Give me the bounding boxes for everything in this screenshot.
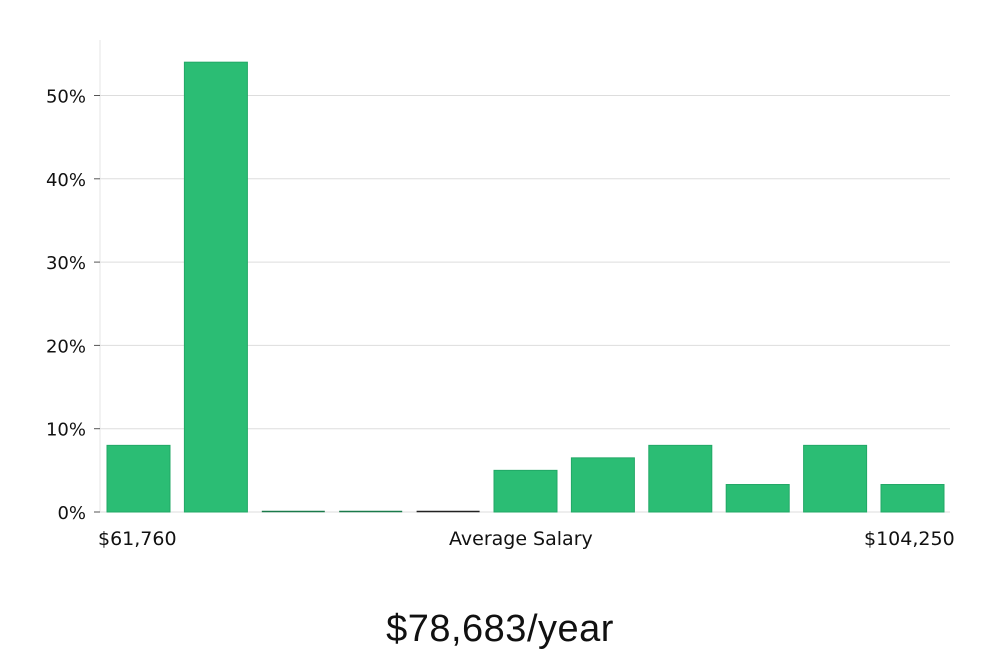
histogram-bar [880,484,945,513]
histogram-bar [648,444,713,513]
max-salary-label: $104,250 [864,528,955,550]
bars [106,61,945,513]
histogram-bar [803,444,868,513]
y-tick-label: 10% [46,420,86,441]
y-tick-label: 30% [46,253,86,274]
histogram-bar [183,61,248,513]
y-tick-label: 50% [46,87,86,108]
y-axis-ticks: 0% 10% 20% 30% 40% 50% [46,87,100,524]
y-tick-label: 40% [46,170,86,191]
histogram-bar [106,444,171,513]
y-tick-label: 20% [46,336,86,357]
average-salary-value: $78,683/year [386,608,614,650]
x-axis-title: Average Salary [449,528,593,550]
histogram-bar [570,457,635,513]
histogram-bar [493,469,558,513]
min-salary-label: $61,760 [98,528,177,550]
y-tick-label: 0% [57,503,86,524]
salary-histogram: 0% 10% 20% 30% 40% 50% [46,40,950,524]
histogram-bar [725,484,790,513]
